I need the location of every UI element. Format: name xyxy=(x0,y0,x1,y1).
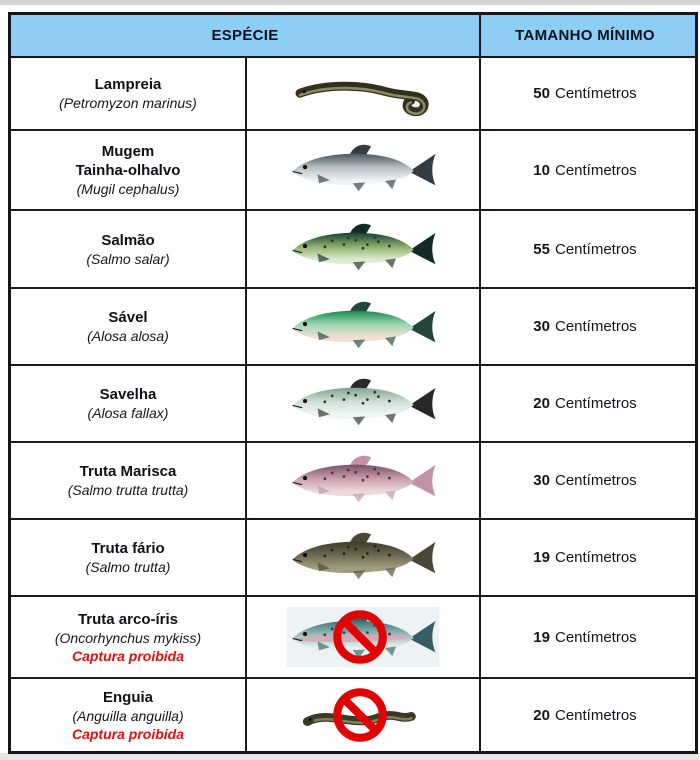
minimum-size-cell: 20 Centímetros xyxy=(481,679,689,751)
species-common-name: Tainha-olhalvo xyxy=(75,162,181,179)
species-cell: Truta fário (Salmo trutta) xyxy=(11,520,247,595)
sea-trout-fish-icon xyxy=(247,443,479,518)
minimum-size-cell: 55 Centímetros xyxy=(481,211,689,287)
species-scientific-name: (Mugil cephalus) xyxy=(76,181,180,197)
species-common-name: Truta fário xyxy=(91,540,165,557)
species-common-name: Sável xyxy=(108,309,148,326)
fish-image-cell xyxy=(247,289,481,364)
lamprey-fish-icon xyxy=(247,58,479,129)
minimum-size-unit: Centímetros xyxy=(554,318,637,335)
minimum-size-cell: 30 Centímetros xyxy=(481,443,689,518)
minimum-size-value: 19 xyxy=(533,628,550,646)
table-header-row: ESPÉCIE TAMANHO MÍNIMO xyxy=(11,15,695,58)
table-row: Truta fário (Salmo trutta) 19 Centímetros xyxy=(11,520,695,597)
species-common-name: Mugem xyxy=(101,143,155,160)
minimum-size-value: 50 xyxy=(533,85,550,102)
species-cell: Enguia (Anguilla anguilla) Captura proibid… xyxy=(11,679,247,751)
salmon-fish-icon xyxy=(247,211,479,287)
fish-size-table: ESPÉCIE TAMANHO MÍNIMO Lampreia (Petromyz… xyxy=(8,12,698,754)
minimum-size-value: 20 xyxy=(533,706,550,724)
capture-prohibited-note: Captura proibida xyxy=(71,647,184,664)
species-cell: Lampreia (Petromyzon marinus) xyxy=(11,58,247,129)
brown-trout-fish-icon xyxy=(247,520,479,595)
mullet-fish-icon xyxy=(247,131,479,209)
minimum-size-value: 55 xyxy=(533,240,550,258)
minimum-size-value: 20 xyxy=(533,395,550,412)
species-scientific-name: (Petromyzon marinus) xyxy=(59,95,197,111)
species-scientific-name: (Salmo trutta trutta) xyxy=(67,482,189,498)
species-scientific-name: (Alosa alosa) xyxy=(87,328,169,344)
column-header-especie: ESPÉCIE xyxy=(11,15,481,56)
minimum-size-cell: 19 Centímetros xyxy=(481,520,689,595)
species-common-name: Truta Marisca xyxy=(79,463,177,480)
minimum-size-cell: 20 Centímetros xyxy=(481,366,689,441)
allis-shad-fish-icon xyxy=(247,289,479,364)
table-row: Sável (Alosa alosa) 30 Centímetros xyxy=(11,289,695,366)
species-common-name: Salmão xyxy=(101,231,155,249)
minimum-size-value: 10 xyxy=(533,161,550,179)
species-cell: Truta Marisca (Salmo trutta trutta) xyxy=(11,443,247,518)
fish-image-cell xyxy=(247,131,481,209)
fish-image-cell xyxy=(247,443,481,518)
fish-image-cell xyxy=(247,520,481,595)
species-cell: Truta arco-íris (Oncorhynchus mykiss) Capt… xyxy=(11,597,247,677)
species-common-name: Lampreia xyxy=(94,76,162,93)
column-header-tamanho-minimo: TAMANHO MÍNIMO xyxy=(515,27,655,44)
species-scientific-name: (Oncorhynchus mykiss) xyxy=(54,629,202,646)
minimum-size-unit: Centímetros xyxy=(554,85,637,102)
no-capture-icon xyxy=(333,688,387,742)
minimum-size-unit: Centímetros xyxy=(554,395,637,412)
species-common-name: Truta arco-íris xyxy=(77,610,179,628)
minimum-size-value: 30 xyxy=(533,472,550,489)
capture-prohibited-note: Captura proibida xyxy=(71,725,184,742)
species-common-name: Enguia xyxy=(102,688,153,706)
table-row: Truta arco-íris (Oncorhynchus mykiss) Capt… xyxy=(11,597,695,679)
minimum-size-unit: Centímetros xyxy=(554,240,637,258)
species-cell: Mugem Tainha-olhalvo (Mugil cephalus) xyxy=(11,131,247,209)
table-body: Lampreia (Petromyzon marinus) 50 Centímetro… xyxy=(11,58,695,751)
species-cell: Salmão (Salmo salar) xyxy=(11,211,247,287)
table-row: Salmão (Salmo salar) 55 Centímetros xyxy=(11,211,695,289)
table-row: Savelha (Alosa fallax) 20 Centímetros xyxy=(11,366,695,443)
fish-image-cell xyxy=(247,58,481,129)
rainbow-trout-fish-icon xyxy=(247,597,479,677)
twaite-shad-fish-icon xyxy=(247,366,479,441)
minimum-size-unit: Centímetros xyxy=(554,706,637,724)
minimum-size-unit: Centímetros xyxy=(554,161,637,179)
fish-image-cell xyxy=(247,597,481,677)
minimum-size-cell: 30 Centímetros xyxy=(481,289,689,364)
fish-image-cell xyxy=(247,366,481,441)
minimum-size-value: 19 xyxy=(533,549,550,566)
page-edge-top xyxy=(0,0,700,5)
minimum-size-cell: 10 Centímetros xyxy=(481,131,689,209)
eel-fish-icon xyxy=(247,679,479,751)
species-scientific-name: (Salmo trutta) xyxy=(85,559,171,575)
species-cell: Sável (Alosa alosa) xyxy=(11,289,247,364)
minimum-size-unit: Centímetros xyxy=(554,472,637,489)
table-row: Lampreia (Petromyzon marinus) 50 Centímetro… xyxy=(11,58,695,131)
no-capture-icon xyxy=(333,610,387,664)
species-cell: Savelha (Alosa fallax) xyxy=(11,366,247,441)
minimum-size-cell: 50 Centímetros xyxy=(481,58,689,129)
species-scientific-name: (Alosa fallax) xyxy=(87,405,169,421)
table-row: Enguia (Anguilla anguilla) Captura proibid… xyxy=(11,679,695,751)
fish-image-cell xyxy=(247,679,481,751)
minimum-size-unit: Centímetros xyxy=(554,549,637,566)
fish-image-cell xyxy=(247,211,481,287)
species-scientific-name: (Salmo salar) xyxy=(86,250,170,267)
page-edge-bottom xyxy=(0,753,700,760)
species-common-name: Savelha xyxy=(99,386,157,403)
species-scientific-name: (Anguilla anguilla) xyxy=(72,707,184,724)
minimum-size-cell: 19 Centímetros xyxy=(481,597,689,677)
table-row: Mugem Tainha-olhalvo (Mugil cephalus) 10 Cen… xyxy=(11,131,695,211)
table-row: Truta Marisca (Salmo trutta trutta) 30 Cent… xyxy=(11,443,695,520)
minimum-size-value: 30 xyxy=(533,318,550,335)
minimum-size-unit: Centímetros xyxy=(554,628,637,646)
